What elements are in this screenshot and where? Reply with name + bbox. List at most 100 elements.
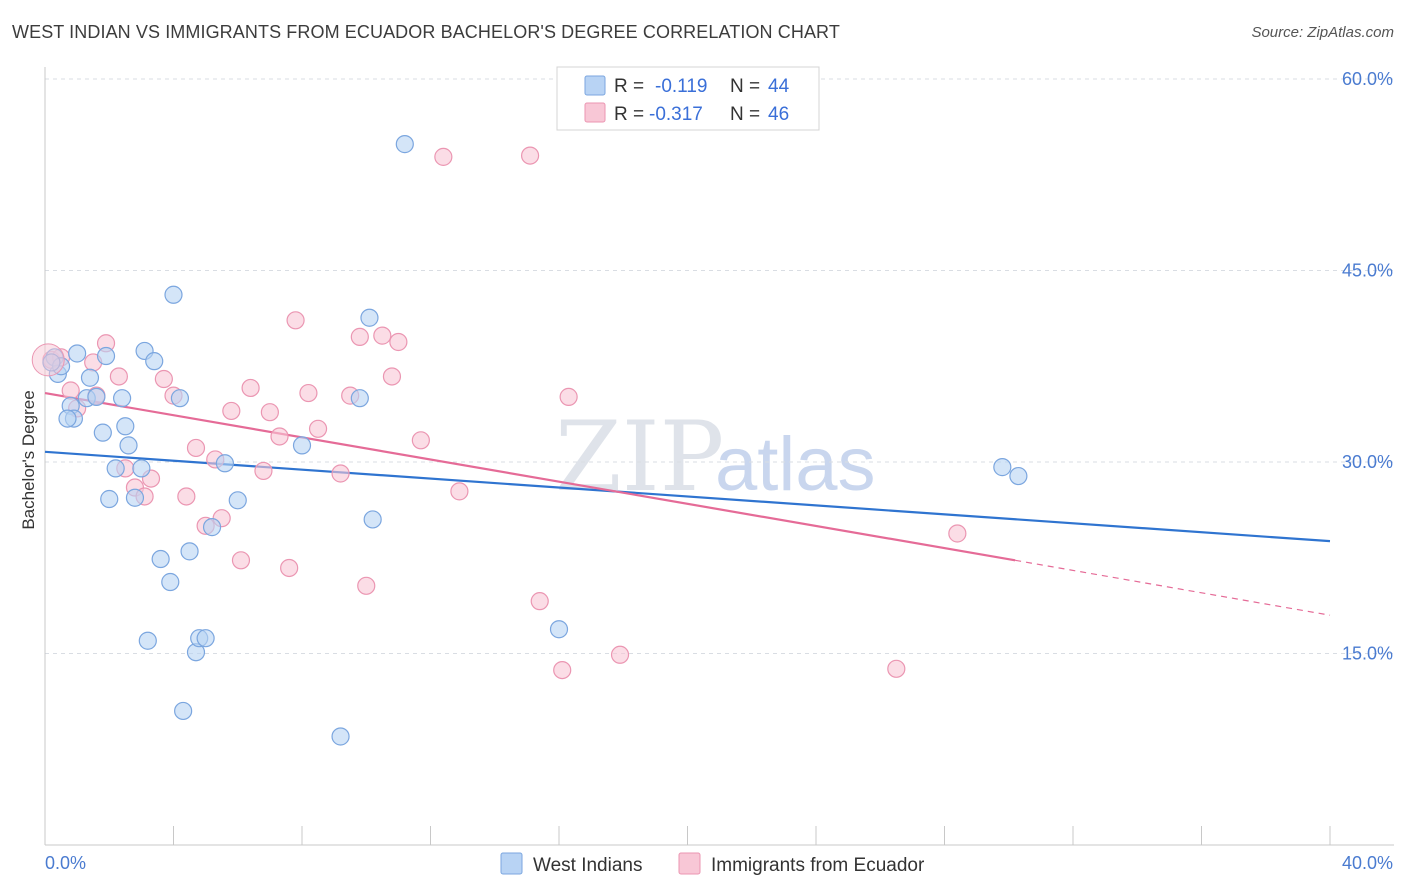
legend-r-label-1: R = — [614, 104, 644, 125]
axes — [44, 67, 1394, 846]
data-point-ecuador — [109, 367, 128, 386]
data-point-ecuador — [280, 558, 299, 578]
trend-line-ecuador — [44, 391, 1016, 562]
data-point-ecuador — [887, 659, 906, 678]
series-swatch-ecuador — [678, 852, 701, 875]
data-point-ecuador — [260, 403, 279, 422]
data-point-ecuador — [241, 378, 260, 398]
data-point-west-indians — [68, 344, 87, 363]
data-point-ecuador — [382, 367, 402, 386]
data-point-ecuador — [186, 438, 206, 458]
data-point-ecuador — [308, 419, 328, 438]
legend-r-value-1: -0.317 — [649, 104, 703, 125]
data-point-west-indians — [331, 727, 350, 746]
data-point-west-indians — [360, 308, 379, 327]
data-point-ecuador — [389, 332, 408, 352]
data-point-west-indians — [164, 285, 183, 304]
data-point-west-indians — [350, 389, 369, 408]
data-point-west-indians — [161, 572, 180, 592]
data-point-ecuador — [434, 147, 453, 166]
series-legend: West Indians Immigrants from Ecuador — [500, 852, 925, 876]
x-tick-label: 40.0% — [1342, 853, 1393, 873]
legend-r-value-0: -0.119 — [655, 76, 707, 97]
watermark: ZIP atlas — [555, 401, 876, 513]
data-point-ecuador — [357, 576, 376, 595]
data-point-west-indians — [292, 436, 312, 455]
data-point-west-indians — [112, 389, 132, 408]
data-point-ecuador — [31, 343, 65, 377]
correlation-legend: R = -0.119 N = 44 R = -0.317 N = 46 — [556, 66, 820, 131]
series-swatch-west-indians — [500, 852, 523, 875]
data-point-west-indians — [93, 423, 112, 442]
data-point-ecuador — [948, 524, 967, 543]
y-axis-title: Bachelor's Degree — [19, 390, 38, 529]
chart-title: WEST INDIAN VS IMMIGRANTS FROM ECUADOR B… — [12, 22, 840, 42]
series-label-ecuador: Immigrants from Ecuador — [711, 855, 925, 876]
data-point-ecuador — [373, 326, 392, 345]
y-tick-label: 15.0% — [1342, 644, 1393, 664]
watermark-atlas: atlas — [715, 422, 876, 507]
data-point-west-indians — [228, 491, 247, 510]
y-tick-label: 60.0% — [1342, 69, 1393, 89]
data-point-west-indians — [1009, 466, 1028, 486]
y-tick-label: 45.0% — [1342, 261, 1393, 281]
watermark-zip: ZIP — [555, 401, 724, 513]
tick-labels: 15.0% 30.0% 45.0% 60.0% 0.0% 40.0% — [45, 69, 1393, 873]
data-point-west-indians — [174, 701, 193, 721]
y-tick-label: 30.0% — [1342, 452, 1393, 472]
data-point-ecuador — [254, 461, 273, 481]
legend-n-value-1: 46 — [768, 104, 789, 125]
x-tick-label: 0.0% — [45, 853, 86, 873]
data-point-ecuador — [553, 660, 572, 680]
data-point-ecuador — [559, 387, 578, 406]
chart-source: Source: ZipAtlas.com — [1251, 24, 1394, 41]
data-point-ecuador — [222, 401, 241, 421]
data-point-ecuador — [61, 381, 80, 400]
data-point-west-indians — [145, 352, 164, 371]
data-point-west-indians — [58, 409, 77, 428]
gridlines — [45, 78, 1394, 654]
data-point-ecuador — [411, 431, 430, 450]
data-point-west-indians — [170, 389, 190, 408]
data-point-ecuador — [610, 645, 630, 664]
data-point-west-indians — [151, 549, 170, 569]
data-point-west-indians — [132, 459, 151, 478]
data-point-west-indians — [87, 387, 106, 406]
data-point-west-indians — [363, 510, 382, 529]
data-point-west-indians — [138, 631, 157, 650]
data-point-west-indians — [196, 629, 215, 648]
legend-n-label-0: N = — [730, 76, 760, 97]
data-point-ecuador — [286, 311, 305, 330]
trend-line-ecuador-extension — [1015, 559, 1331, 616]
data-point-ecuador — [270, 427, 289, 446]
legend-swatch-ecuador — [584, 102, 606, 123]
data-point-west-indians — [96, 346, 116, 366]
data-point-ecuador — [299, 383, 318, 403]
data-point-ecuador — [231, 551, 251, 570]
data-point-ecuador — [520, 146, 540, 165]
data-point-west-indians — [395, 135, 414, 154]
data-point-west-indians — [549, 620, 569, 639]
data-point-ecuador — [177, 487, 196, 506]
legend-n-label-1: N = — [730, 104, 760, 125]
data-point-west-indians — [215, 454, 234, 473]
data-point-west-indians — [80, 368, 100, 387]
series-label-west-indians: West Indians — [533, 855, 642, 876]
data-point-ecuador — [350, 327, 369, 346]
data-points — [31, 135, 1028, 746]
data-point-ecuador — [331, 464, 350, 483]
data-point-ecuador — [450, 482, 469, 501]
data-point-west-indians — [993, 458, 1012, 477]
data-point-ecuador — [530, 592, 549, 611]
data-point-west-indians — [116, 417, 135, 436]
data-point-west-indians — [180, 542, 199, 561]
data-point-west-indians — [125, 488, 145, 507]
data-point-west-indians — [100, 489, 119, 509]
data-point-west-indians — [106, 459, 125, 478]
legend-n-value-0: 44 — [768, 76, 790, 97]
legend-swatch-west-indians — [584, 75, 606, 96]
data-point-ecuador — [154, 369, 173, 389]
data-point-west-indians — [202, 518, 222, 537]
data-point-west-indians — [119, 436, 138, 455]
